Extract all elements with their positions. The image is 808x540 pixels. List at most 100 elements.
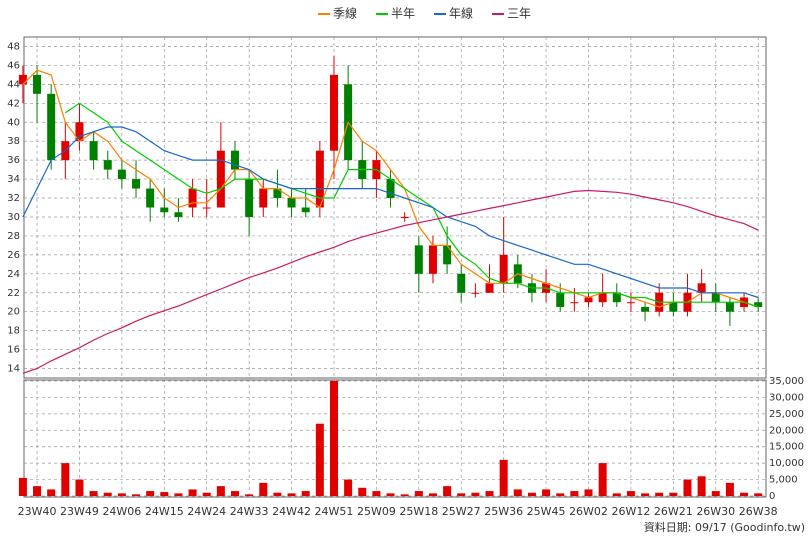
x-tick-label: 23W49: [60, 505, 99, 518]
candle-body: [386, 179, 395, 199]
volume-bar: [669, 492, 678, 496]
y-tick-label: 20: [7, 307, 20, 318]
volume-bar: [117, 493, 126, 496]
volume-bar: [287, 493, 296, 496]
ma-line: [64, 102, 759, 308]
x-tick-label: 25W27: [442, 505, 481, 518]
volume-bar: [372, 491, 381, 496]
y-tick-label: 46: [7, 60, 20, 71]
volume-bar: [273, 492, 282, 496]
y-tick-label: 34: [7, 174, 20, 185]
candle-body: [273, 188, 282, 199]
candle-body: [231, 150, 239, 170]
candle-body: [669, 302, 678, 312]
volume-bar: [18, 477, 27, 496]
volume-frame: [23, 379, 767, 498]
legend-label: 年線: [449, 6, 473, 21]
volume-bar: [160, 492, 169, 496]
y-tick-label: 18: [7, 326, 20, 337]
candle-body: [400, 216, 409, 218]
y-tick-label: 38: [7, 136, 20, 147]
y-tick-label: 5,000: [769, 475, 798, 486]
candle-body: [443, 245, 452, 265]
volume-bar: [428, 493, 437, 496]
volume-bar: [754, 493, 763, 496]
candle-body: [315, 150, 324, 208]
footer: 資料日期: 09/17 (Goodinfo.tw): [644, 520, 805, 534]
x-tick-label: 26W21: [654, 505, 693, 518]
candle-body: [485, 283, 494, 293]
candle-body: [117, 169, 126, 180]
candle-body: [18, 74, 27, 85]
volume-bar: [725, 482, 734, 496]
legend-label: 半年: [391, 7, 415, 21]
candle-body: [414, 245, 423, 274]
volume-bar: [570, 491, 579, 496]
candle-body: [457, 273, 466, 293]
y-tick-label: 40: [7, 117, 20, 128]
volume-bar: [61, 463, 70, 496]
volume-bar: [471, 492, 480, 496]
y-tick-label: 24: [7, 269, 20, 280]
candle-body: [301, 207, 310, 213]
volume-bar: [231, 491, 239, 496]
volume-bar: [216, 486, 225, 496]
volume-bar: [358, 487, 367, 496]
y-tick-label: 28: [7, 231, 20, 242]
volume-bar: [443, 486, 452, 496]
legend-label: 季線: [333, 6, 357, 21]
volume-bar: [146, 491, 155, 496]
ma-line: [22, 126, 759, 299]
y-tick-label: 15,000: [769, 442, 804, 453]
x-tick-label: 24W42: [272, 505, 311, 518]
x-tick-label: 24W33: [230, 505, 269, 518]
volume-bar: [301, 491, 310, 496]
volume-bar: [103, 492, 112, 496]
volume-bar: [315, 423, 324, 496]
candle-body: [626, 302, 635, 304]
volume-bar: [556, 493, 565, 496]
volume-bar: [626, 491, 635, 496]
y-tick-label: 30,000: [769, 392, 804, 403]
volume-bar: [711, 491, 720, 496]
y-tick-label: 25,000: [769, 409, 804, 420]
candle-body: [259, 188, 268, 208]
candle-body: [216, 150, 225, 208]
volume-bar: [655, 492, 664, 496]
x-tick-label: 26W02: [569, 505, 608, 518]
candle-body: [75, 122, 84, 142]
price-frame: [23, 36, 767, 379]
y-tick-label: 48: [7, 41, 20, 52]
y-tick-label: 0: [769, 491, 775, 502]
volume-bar: [344, 479, 353, 496]
candle-body: [598, 292, 607, 303]
x-tick-label: 25W09: [357, 505, 396, 518]
volume-bar: [174, 493, 183, 496]
volume-bar: [584, 489, 593, 496]
y-tick-label: 42: [7, 98, 20, 109]
volume-bar: [485, 491, 494, 496]
volume-bar: [598, 463, 607, 496]
candle-body: [711, 292, 720, 303]
volume-bar: [641, 493, 650, 496]
volume-bar: [75, 479, 84, 496]
candle-body: [103, 160, 112, 170]
x-tick-label: 25W18: [399, 505, 438, 518]
y-tick-label: 22: [7, 288, 20, 299]
volume-bar: [457, 493, 466, 496]
candle-body: [160, 207, 169, 213]
y-tick-label: 44: [7, 79, 20, 90]
candle-body: [428, 245, 437, 274]
candle-body: [641, 306, 650, 312]
candle-body: [202, 207, 211, 209]
x-tick-label: 24W15: [145, 505, 184, 518]
candle-body: [556, 292, 565, 307]
volume-bar: [697, 476, 706, 496]
x-tick-label: 25W45: [527, 505, 566, 518]
ma-line: [22, 189, 759, 374]
volume-bar: [400, 494, 409, 496]
volume-bar: [245, 494, 254, 496]
x-tick-label: 23W40: [18, 505, 57, 518]
y-tick-label: 36: [7, 155, 20, 166]
